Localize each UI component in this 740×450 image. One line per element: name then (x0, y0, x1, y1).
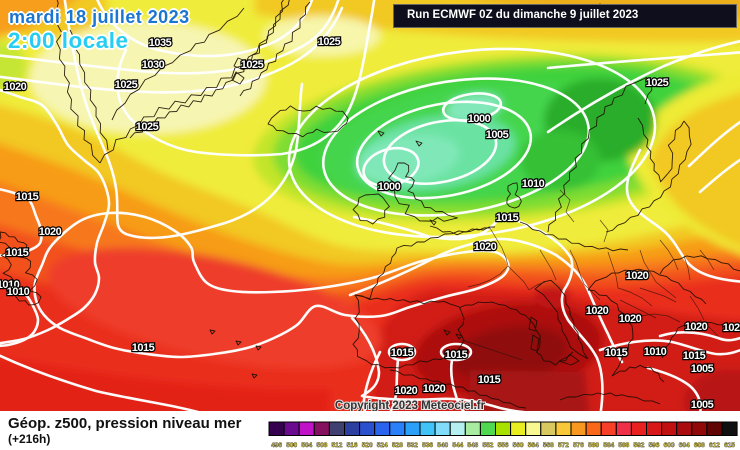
svg-text:1015: 1015 (391, 347, 414, 359)
svg-text:Copyright 2023 Meteociel.fr: Copyright 2023 Meteociel.fr (335, 400, 486, 411)
svg-text:1015: 1015 (6, 247, 29, 259)
svg-text:1015: 1015 (478, 374, 501, 386)
svg-text:1020: 1020 (685, 321, 708, 333)
svg-text:1020: 1020 (474, 241, 497, 253)
svg-text:1015: 1015 (683, 350, 706, 362)
svg-text:1005: 1005 (691, 363, 714, 375)
svg-text:1015: 1015 (605, 347, 628, 359)
svg-text:1025: 1025 (646, 77, 669, 89)
svg-text:1015: 1015 (445, 349, 468, 361)
svg-text:1010: 1010 (7, 286, 30, 298)
svg-text:1025: 1025 (115, 79, 138, 91)
svg-text:1015: 1015 (132, 342, 155, 354)
svg-text:1020: 1020 (619, 313, 642, 325)
svg-text:1035: 1035 (149, 37, 172, 49)
svg-text:1020: 1020 (423, 383, 446, 395)
svg-text:1015: 1015 (496, 212, 519, 224)
svg-text:1025: 1025 (241, 59, 264, 71)
svg-text:1005: 1005 (486, 129, 509, 141)
svg-text:1020: 1020 (723, 322, 740, 334)
svg-text:1000: 1000 (378, 181, 401, 193)
svg-text:1025: 1025 (318, 36, 341, 48)
svg-text:1010: 1010 (522, 178, 545, 190)
svg-text:1010: 1010 (0, 279, 20, 291)
svg-text:1020: 1020 (395, 385, 418, 397)
svg-text:1030: 1030 (142, 59, 165, 71)
svg-text:1020: 1020 (586, 305, 609, 317)
svg-text:1010: 1010 (644, 346, 667, 358)
svg-text:1000: 1000 (468, 113, 491, 125)
svg-text:1015: 1015 (16, 191, 39, 203)
svg-text:1020: 1020 (4, 81, 27, 93)
svg-text:1020: 1020 (39, 226, 62, 238)
svg-text:1025: 1025 (136, 121, 159, 133)
svg-text:1005: 1005 (691, 399, 714, 411)
svg-text:1020: 1020 (626, 270, 649, 282)
